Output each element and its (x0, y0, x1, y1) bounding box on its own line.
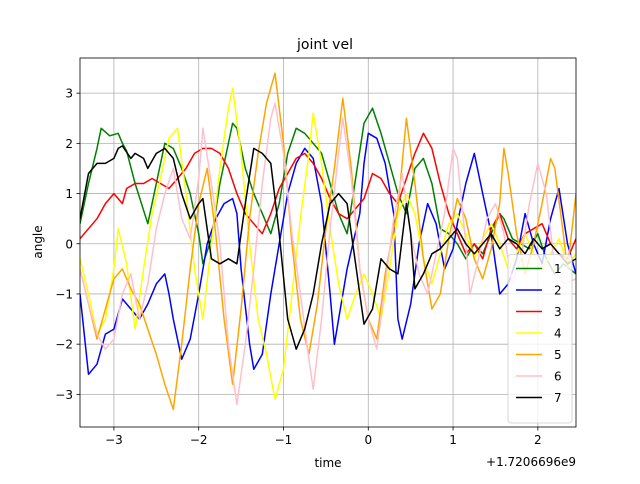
series-line-2 (80, 132, 576, 376)
legend: 1 2 3 4 5 6 7 (507, 254, 573, 424)
x-tick-label: 0 (364, 433, 372, 447)
y-tick-label: −2 (55, 338, 73, 352)
x-tick-label: −2 (190, 433, 208, 447)
legend-label-5: 5 (554, 348, 562, 362)
y-tick-label: −3 (55, 388, 73, 402)
y-tick-label: 2 (65, 137, 73, 151)
y-axis-label: angle (31, 225, 45, 258)
series-line-5 (80, 72, 576, 411)
x-axis-ticks: −3 −2 −1 0 1 2 (105, 427, 542, 447)
y-tick-label: 1 (65, 187, 73, 201)
series-line-7 (80, 145, 576, 350)
legend-label-6: 6 (554, 370, 562, 384)
series-lines (80, 72, 576, 411)
y-tick-label: 0 (65, 237, 73, 251)
y-tick-label: −1 (55, 287, 73, 301)
plot-frame (79, 57, 577, 428)
x-tick-label: −1 (275, 433, 293, 447)
legend-box (507, 254, 573, 424)
legend-label-2: 2 (554, 284, 562, 298)
series-line-4 (80, 87, 576, 401)
x-tick-label: 1 (449, 433, 457, 447)
x-axis-offset-label: +1.7206696e9 (486, 455, 576, 469)
legend-label-4: 4 (554, 327, 562, 341)
legend-label-1: 1 (554, 262, 562, 276)
chart-title: joint vel (296, 37, 353, 53)
x-axis-label: time (314, 456, 341, 470)
y-tick-label: 3 (65, 87, 73, 101)
x-tick-label: −3 (105, 433, 123, 447)
legend-label-7: 7 (554, 391, 562, 405)
x-tick-label: 2 (534, 433, 542, 447)
y-axis-ticks: −3 −2 −1 0 1 2 3 (55, 87, 80, 402)
legend-label-3: 3 (554, 305, 562, 319)
series-line-6 (80, 102, 576, 406)
